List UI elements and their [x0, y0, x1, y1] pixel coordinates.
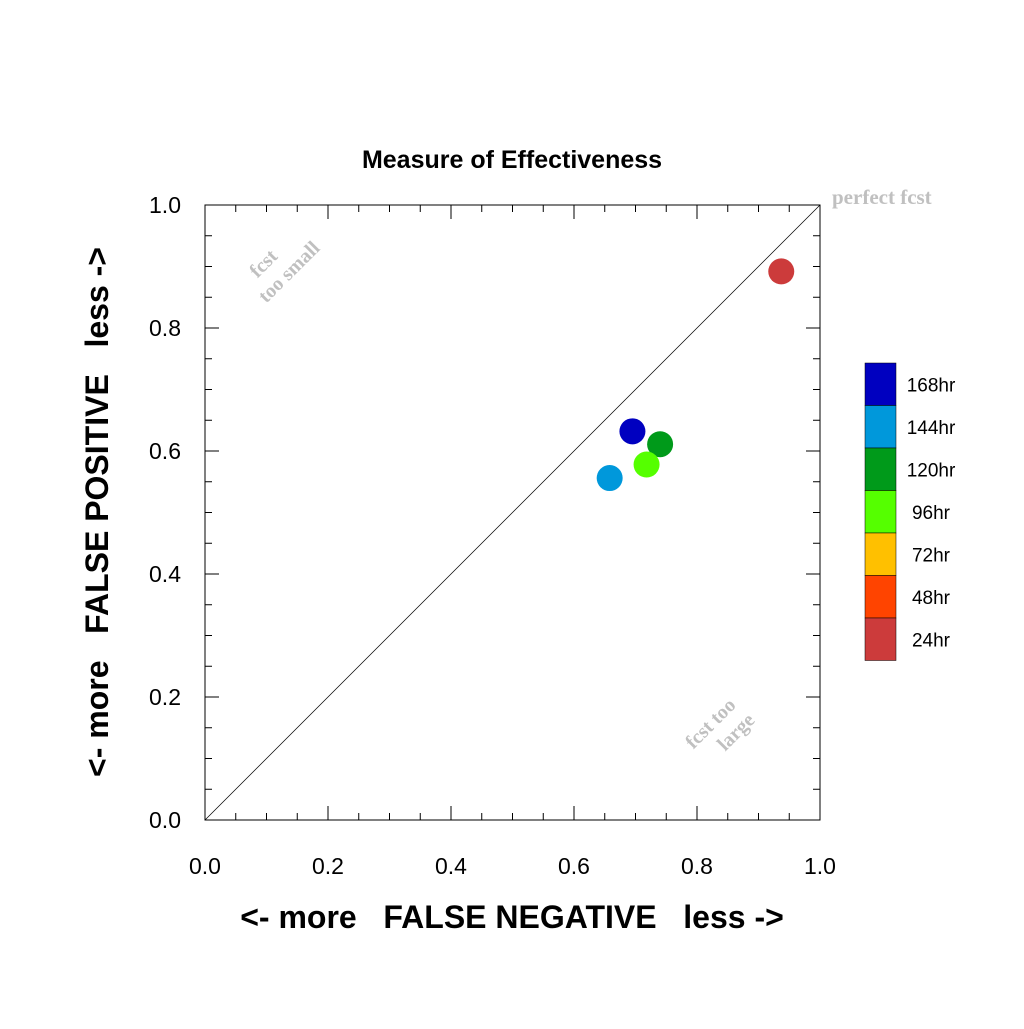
legend-label: 120hr [907, 460, 956, 481]
legend-swatch-48hr [864, 575, 897, 619]
x-tick-label: 0.4 [435, 853, 467, 879]
data-point-24hr [768, 258, 795, 285]
x-tick-label: 0.6 [558, 853, 590, 879]
y-tick-label: 0.4 [149, 561, 181, 587]
legend-label: 144hr [907, 418, 956, 439]
x-tick-label: 0.8 [681, 853, 713, 879]
x-tick-label: 0.2 [312, 853, 344, 879]
legend-label: 168hr [907, 375, 956, 396]
legend-swatch-72hr [864, 532, 897, 576]
y-tick-label: 0.2 [149, 684, 181, 710]
legend: 168hr 144hr 120hr 96hr 72hr 48hr 24hr [864, 362, 956, 661]
data-point-120hr [647, 431, 674, 458]
data-point-96hr [633, 451, 660, 478]
legend-label: 96hr [912, 503, 951, 524]
x-tick-label: 0.0 [189, 853, 221, 879]
legend-swatch-24hr [864, 617, 897, 661]
y-tick-label: 0.8 [149, 315, 181, 341]
y-tick-label: 0.0 [149, 807, 181, 833]
plot-area: 0.0 0.2 0.4 0.6 0.8 1.0 0.0 0.2 0.4 0.6 0.8 1.0 [149, 192, 836, 879]
annotation-fcst-too-small: fcst too small [245, 237, 324, 307]
data-point-168hr [619, 418, 646, 445]
legend-swatch-168hr [864, 362, 897, 406]
legend-label: 48hr [912, 588, 951, 609]
y-axis-label: <- more FALSE POSITIVE less -> [79, 247, 115, 777]
diagonal-line [204, 204, 821, 821]
legend-label: 72hr [912, 545, 951, 566]
legend-swatch-144hr [864, 405, 897, 449]
x-tick-label: 1.0 [804, 853, 836, 879]
annotation-perfect-fcst: perfect fcst [832, 185, 932, 209]
legend-swatch-96hr [864, 490, 897, 534]
data-point-144hr [596, 465, 623, 492]
annotation-fcst-too-large: fcst too large [681, 694, 759, 755]
x-axis-label: <- more FALSE NEGATIVE less -> [240, 899, 784, 935]
legend-label: 24hr [912, 630, 951, 651]
chart-title: Measure of Effectiveness [362, 146, 662, 174]
y-tick-label: 1.0 [149, 192, 181, 218]
y-tick-label: 0.6 [149, 438, 181, 464]
legend-swatch-120hr [864, 447, 897, 491]
